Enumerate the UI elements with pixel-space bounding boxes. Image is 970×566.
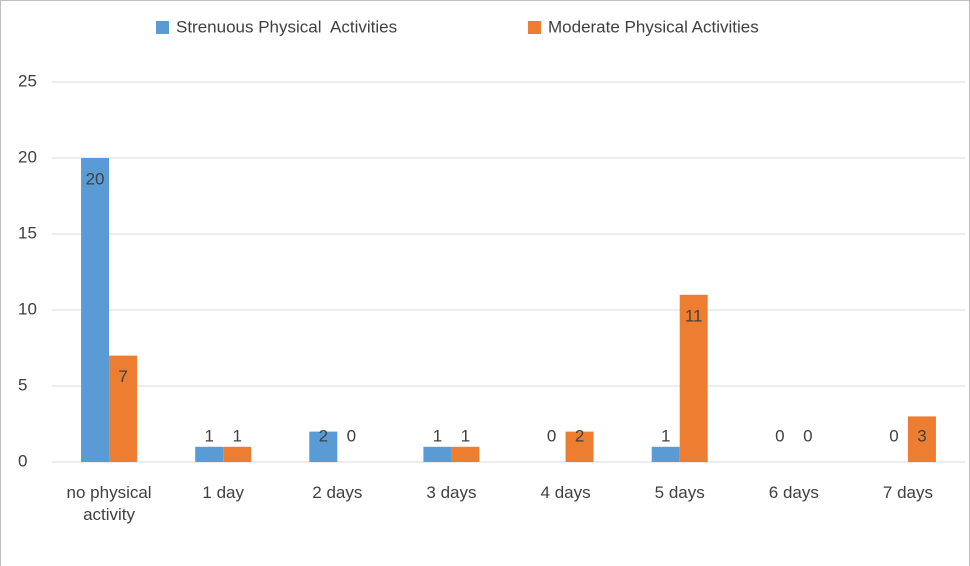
x-tick-label: no physical activity xyxy=(66,483,152,524)
bar xyxy=(679,294,708,462)
bar xyxy=(651,446,680,462)
data-label: 11 xyxy=(685,306,703,325)
data-label: 1 xyxy=(232,426,241,445)
legend-label: Moderate Physical Activities xyxy=(548,17,759,36)
data-label: 1 xyxy=(661,426,670,445)
data-label: 2 xyxy=(319,426,328,445)
data-label: 1 xyxy=(204,426,213,445)
x-tick-label: 4 days xyxy=(540,483,591,502)
data-label: 0 xyxy=(347,426,356,445)
x-tick-label: 1 day xyxy=(202,483,244,502)
bar xyxy=(223,446,252,462)
bar xyxy=(309,431,338,462)
y-tick-label: 5 xyxy=(18,375,27,394)
legend-swatch xyxy=(528,21,541,34)
bar xyxy=(451,446,480,462)
x-tick-label: 6 days xyxy=(768,483,819,502)
data-label: 20 xyxy=(86,169,105,188)
y-tick-label: 25 xyxy=(18,71,37,90)
bar xyxy=(565,431,594,462)
y-tick-label: 0 xyxy=(18,451,27,470)
y-tick-label: 15 xyxy=(18,223,37,242)
data-label: 0 xyxy=(889,426,898,445)
data-label: 0 xyxy=(547,426,556,445)
bar xyxy=(195,446,224,462)
data-label: 0 xyxy=(803,426,812,445)
x-tick-label: 2 days xyxy=(312,483,363,502)
bar xyxy=(81,158,110,462)
data-label: 2 xyxy=(575,426,584,445)
bar xyxy=(907,416,936,462)
y-tick-label: 20 xyxy=(18,147,37,166)
data-label: 7 xyxy=(118,367,127,386)
x-tick-label: 7 days xyxy=(882,483,933,502)
data-label: 1 xyxy=(433,426,442,445)
bar xyxy=(423,446,452,462)
y-tick-label: 10 xyxy=(18,299,37,318)
bar xyxy=(109,355,138,462)
data-label: 0 xyxy=(775,426,784,445)
x-tick-label: 3 days xyxy=(426,483,477,502)
data-label: 3 xyxy=(917,426,926,445)
legend-label: Strenuous Physical Activities xyxy=(176,17,397,36)
data-label: 1 xyxy=(461,426,470,445)
legend-swatch xyxy=(156,21,169,34)
x-tick-label: 5 days xyxy=(654,483,705,502)
